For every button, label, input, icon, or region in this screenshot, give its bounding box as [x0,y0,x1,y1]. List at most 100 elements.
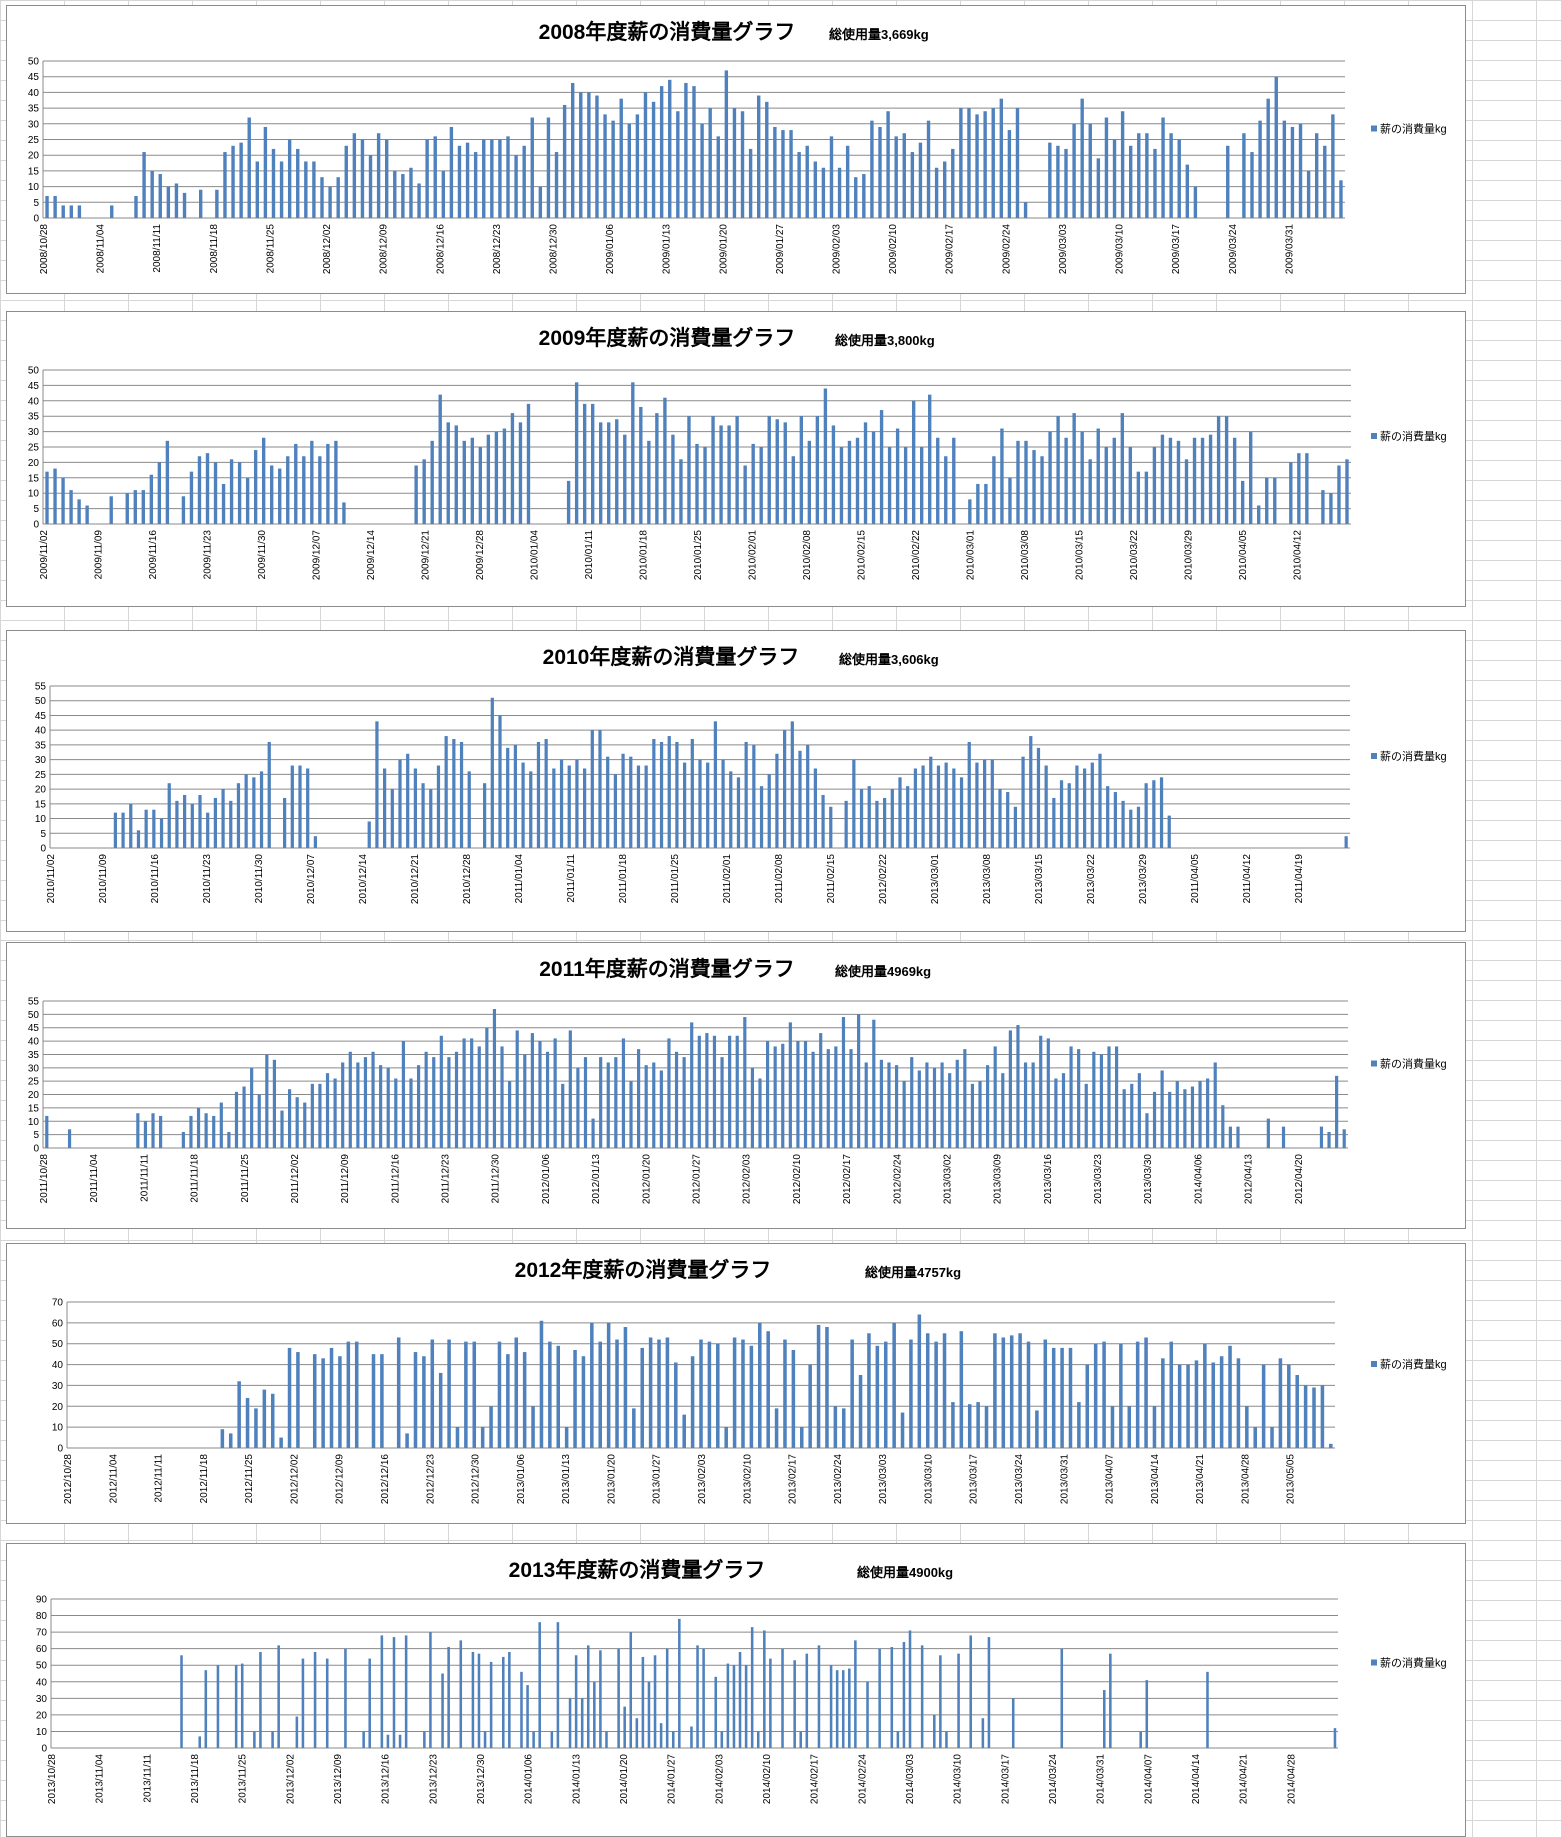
x-tick-label: 2012/12/09 [335,1454,346,1504]
bar [1046,1038,1050,1148]
bar [910,1057,914,1148]
bar [854,177,858,218]
bar [287,139,292,218]
x-tick-label: 2010/03/08 [1020,530,1031,580]
bar [839,447,844,524]
bar [1190,1086,1195,1148]
bar [462,440,466,524]
bar [744,1665,748,1748]
x-tick-label: 2012/11/04 [108,1454,119,1504]
bar [1194,1360,1199,1448]
bar [805,1653,809,1748]
bar [447,1647,450,1748]
bar [294,443,298,524]
bar [500,1046,504,1148]
bar [903,447,908,524]
bar [674,1051,679,1148]
bar [1265,477,1269,524]
bar [1015,108,1020,218]
x-tick-label: 2008/12/30 [548,224,559,274]
bar [109,496,113,524]
bar [598,1341,602,1448]
chart-title: 2008年度薪の消費量グラフ [539,20,796,44]
bar [872,1019,876,1148]
bar [189,1115,193,1148]
bar [312,1354,317,1448]
bar [1206,1671,1209,1748]
bar [758,1322,762,1448]
x-tick-label: 2010/02/15 [857,530,868,580]
bar [1278,1358,1283,1448]
bar [344,145,348,218]
y-tick-label: 20 [35,785,47,796]
bar [1102,1341,1106,1448]
x-tick-label: 2012/12/02 [289,1454,300,1504]
x-tick-label: 2008/11/25 [265,224,276,274]
bar [526,1685,529,1748]
legend-label: 薪の消費量kg [1380,1357,1447,1371]
bar [1121,800,1125,848]
bar [467,771,471,848]
bar [485,1027,489,1148]
x-tick-label: 2009/01/06 [605,224,616,274]
y-tick-label: 70 [36,1628,48,1639]
bar [386,1067,390,1148]
bar [829,136,834,218]
bar [727,425,731,524]
bar [409,1078,413,1148]
bar [548,1341,552,1448]
bar [559,759,564,848]
y-tick-label: 15 [28,166,40,177]
bar [472,1341,477,1448]
x-tick-label: 2013/03/02 [942,1154,953,1204]
bar [1067,783,1071,848]
bar [917,1070,921,1148]
bar [1161,1358,1165,1448]
y-tick-label: 20 [28,151,40,162]
bar [1135,1341,1140,1448]
bar [705,1033,709,1148]
bar [599,1057,603,1148]
y-tick-label: 70 [52,1298,64,1309]
bar [502,428,507,524]
bar [583,1057,588,1148]
bar [159,818,164,848]
bar [766,1331,770,1448]
x-tick-label: 2009/01/27 [775,224,786,274]
bar [1029,736,1033,848]
bar [270,1393,275,1448]
bar [1145,1680,1149,1748]
bar [1104,447,1108,524]
chart-svg: 2013年度薪の消費量グラフ 総使用量4900kg 0 10 20 30 40 50 60 70 8… [36,1558,1447,1804]
bar [821,167,826,218]
bar [312,161,316,218]
x-tick-label: 2008/11/04 [96,224,107,274]
x-tick-label: 2014/01/13 [571,1754,582,1804]
bar [990,759,994,848]
chart-svg: 2009年度薪の消費量グラフ 総使用量3,800kg 0 5 10 15 20 25 30 35 4… [28,326,1447,580]
bar [1305,453,1309,524]
bar [579,92,583,218]
bar [1329,1443,1333,1448]
bar [1183,1089,1187,1148]
bar [447,1339,451,1448]
bar [1274,76,1278,218]
x-tick-label: 2009/03/31 [1284,224,1295,274]
bar [993,1046,997,1148]
chart-total: 総使用量4900kg [857,1565,953,1580]
bar [724,70,729,218]
bar [758,1078,762,1148]
bar [457,145,462,218]
bar [892,1322,896,1448]
bar [1160,1070,1164,1148]
bar [663,397,667,524]
bar [932,1067,937,1148]
bar [791,456,795,524]
bar [263,126,268,218]
bar [213,797,217,848]
bar [920,447,924,524]
bar [338,1356,342,1448]
x-tick-label: 2014/02/17 [810,1754,821,1804]
bar [1306,170,1311,218]
bar [852,759,856,848]
